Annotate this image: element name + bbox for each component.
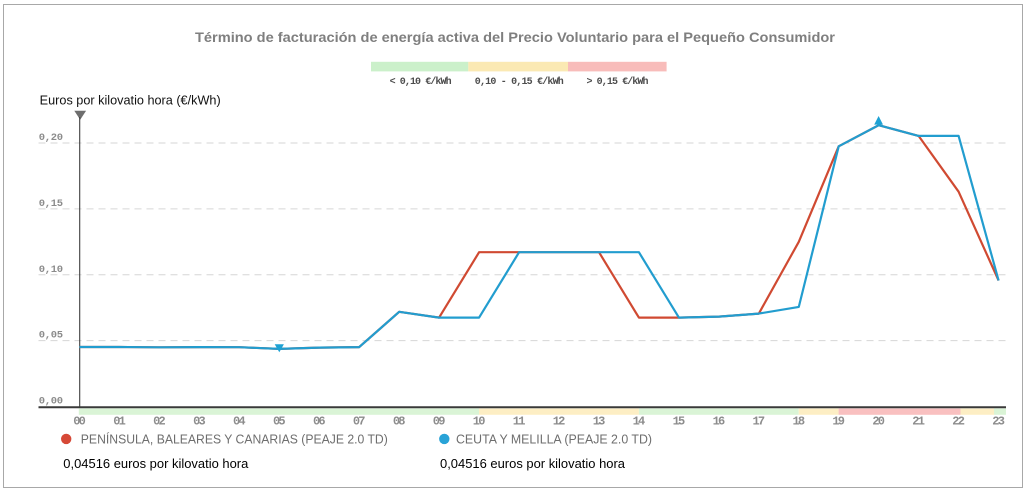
svg-text:12: 12 — [553, 415, 566, 429]
svg-text:0,05: 0,05 — [39, 330, 63, 342]
svg-text:0,20: 0,20 — [39, 132, 63, 144]
svg-text:0,04516 euros por kilovatio ho: 0,04516 euros por kilovatio hora — [440, 457, 625, 471]
svg-text:19: 19 — [832, 415, 845, 429]
svg-text:11: 11 — [513, 415, 526, 429]
svg-text:03: 03 — [193, 415, 206, 429]
svg-text:00: 00 — [73, 415, 86, 429]
svg-text:10: 10 — [473, 415, 486, 429]
svg-text:18: 18 — [793, 415, 806, 429]
svg-text:05: 05 — [273, 415, 286, 429]
svg-text:0,00: 0,00 — [39, 396, 63, 408]
svg-text:17: 17 — [753, 415, 766, 429]
svg-text:Término de facturación de ener: Término de facturación de energía activa… — [195, 29, 836, 45]
svg-text:CEUTA Y MELILLA (PEAJE 2.0 TD): CEUTA Y MELILLA (PEAJE 2.0 TD) — [456, 431, 652, 446]
svg-text:0,15: 0,15 — [39, 198, 63, 210]
svg-text:21: 21 — [912, 415, 925, 429]
svg-text:16: 16 — [713, 415, 726, 429]
svg-text:01: 01 — [113, 415, 126, 429]
svg-text:04: 04 — [233, 415, 246, 429]
svg-text:0,10: 0,10 — [39, 264, 63, 276]
svg-text:02: 02 — [153, 415, 166, 429]
svg-text:15: 15 — [673, 415, 686, 429]
svg-text:07: 07 — [353, 415, 366, 429]
svg-text:08: 08 — [393, 415, 406, 429]
svg-text:22: 22 — [952, 415, 965, 429]
svg-text:PENÍNSULA, BALEARES Y CANARIAS: PENÍNSULA, BALEARES Y CANARIAS (PEAJE 2.… — [81, 431, 388, 446]
svg-text:14: 14 — [633, 415, 646, 429]
svg-text:09: 09 — [433, 415, 446, 429]
svg-text:0,10 - 0,15 €/kWh: 0,10 - 0,15 €/kWh — [475, 76, 564, 88]
svg-text:23: 23 — [992, 415, 1005, 429]
svg-text:< 0,10 €/kWh: < 0,10 €/kWh — [390, 76, 452, 88]
svg-text:0,04516 euros por kilovatio ho: 0,04516 euros por kilovatio hora — [63, 457, 248, 471]
svg-text:13: 13 — [593, 415, 606, 429]
svg-text:06: 06 — [313, 415, 326, 429]
svg-text:Euros por kilovatio hora (€/kW: Euros por kilovatio hora (€/kWh) — [40, 94, 221, 108]
svg-text:20: 20 — [872, 415, 885, 429]
svg-text:> 0,15 €/kWh: > 0,15 €/kWh — [587, 76, 649, 88]
